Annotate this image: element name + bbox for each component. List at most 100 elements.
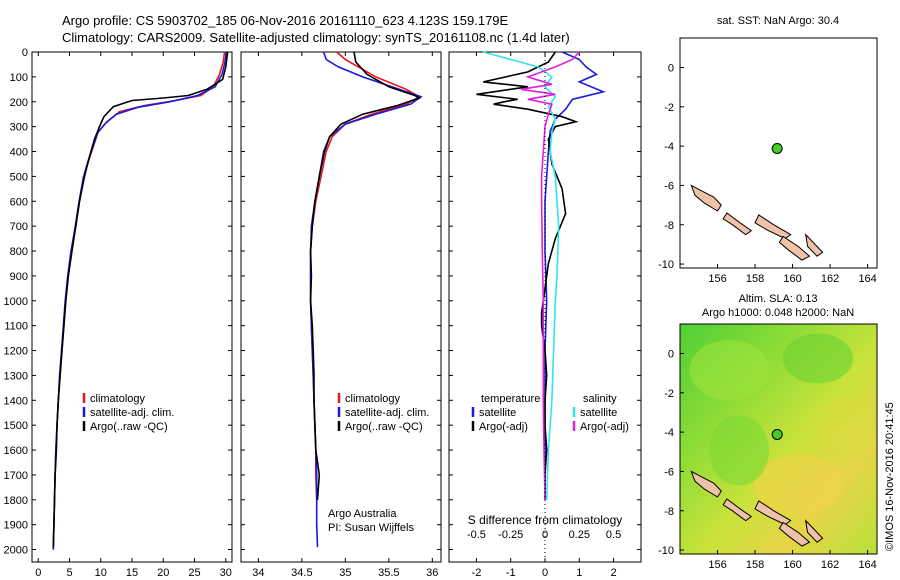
y-tick-label: 1900 — [4, 520, 28, 532]
x-tick-label: 36 — [426, 567, 438, 579]
legend-entry: Argo(..raw -QC) — [90, 421, 168, 433]
x-tick-label: 34.5 — [291, 567, 312, 579]
sla-blob — [689, 340, 770, 400]
island — [778, 521, 811, 547]
sla-blob — [817, 397, 878, 458]
profile-panel-difference: -2-1012T difference from climatology-0.5… — [448, 51, 642, 580]
s-tick-label: 0.25 — [569, 529, 590, 541]
x-tick-label: 0 — [35, 567, 41, 579]
s-axis-label: S difference from climatology — [468, 513, 623, 527]
x-tick-label: 10 — [95, 567, 107, 579]
x-tick-label: 158 — [746, 273, 764, 285]
profile-panel-temperature: 0100200300400500600700800900100011001200… — [4, 47, 233, 580]
y-tick-label: 1800 — [4, 495, 28, 507]
y-tick-label: 1700 — [4, 470, 28, 482]
island — [722, 498, 753, 522]
map-subtitle: Argo h1000: 0.048 h2000: NaN — [702, 307, 854, 319]
x-tick-label: 0 — [542, 567, 548, 579]
x-tick-label: 1 — [576, 567, 582, 579]
x-tick-label: 35 — [339, 567, 351, 579]
y-tick-label: 0 — [22, 47, 28, 59]
y-tick-label: 700 — [10, 221, 28, 233]
y-tick-label: -6 — [664, 180, 674, 192]
island — [690, 184, 722, 212]
y-tick-label: 2000 — [4, 545, 28, 557]
plot-title-line-2: Climatology: CARS2009. Satellite-adjuste… — [62, 30, 570, 45]
x-tick-label: 2 — [611, 567, 617, 579]
legend-entry: satellite — [580, 407, 617, 419]
x-tick-label: 35.5 — [378, 567, 399, 579]
y-tick-label: 1500 — [4, 420, 28, 432]
y-tick-label: 0 — [668, 348, 674, 360]
legend-entry: satellite — [479, 407, 516, 419]
y-tick-label: -8 — [664, 220, 674, 232]
y-tick-label: 900 — [10, 271, 28, 283]
legend-entry: Argo(-adj) — [580, 421, 629, 433]
y-tick-label: -2 — [664, 388, 674, 400]
x-tick-label: 30 — [220, 567, 232, 579]
map-map_sla: 156 158 160 162 164 0 -2 -4 -6 -8 -10 Altim. SLA: 0… — [658, 293, 878, 571]
y-tick-label: 1600 — [4, 445, 28, 457]
x-tick-label: 5 — [66, 567, 72, 579]
map-frame — [679, 37, 878, 269]
s-tick-label: 0 — [542, 529, 548, 541]
y-tick-label: 300 — [10, 122, 28, 134]
x-tick-label: 164 — [858, 559, 876, 571]
sla-blob — [709, 415, 770, 486]
legend-entry: Argo(-adj) — [479, 421, 528, 433]
island — [804, 519, 824, 543]
y-tick-label: 200 — [10, 97, 28, 109]
x-tick-label: -2 — [472, 567, 482, 579]
x-tick-label: 34 — [252, 567, 264, 579]
plot-title-line-1: Argo profile: CS 5903702_185 06-Nov-2016… — [62, 13, 509, 28]
y-tick-label: 500 — [10, 171, 28, 183]
series-line-argo — [309, 51, 422, 500]
y-tick-label: -10 — [658, 545, 674, 557]
panel-annotation: PI: Susan Wijffels — [328, 522, 414, 534]
legend-entry: climatology — [345, 393, 401, 405]
island — [778, 235, 811, 261]
y-tick-label: 1400 — [4, 395, 28, 407]
x-tick-label: 25 — [188, 567, 200, 579]
y-tick-label: 0 — [668, 62, 674, 74]
map-title: sat. SST: NaN Argo: 30.4 — [717, 15, 839, 27]
x-tick-label: 160 — [783, 273, 801, 285]
map-map_sst: 156 158 160 162 164 0 -2 -4 -6 -8 -10 sat. SST: NaN… — [658, 15, 878, 285]
y-tick-label: 400 — [10, 147, 28, 159]
panel-annotation: Argo Australia — [328, 508, 397, 520]
sla-blob — [753, 455, 844, 515]
y-tick-label: 600 — [10, 196, 28, 208]
y-tick-label: -10 — [658, 259, 674, 271]
island — [722, 212, 753, 236]
y-tick-label: 100 — [10, 72, 28, 84]
panel-frame — [240, 51, 442, 563]
x-tick-label: 156 — [708, 273, 726, 285]
series-line-s_argo — [520, 51, 580, 500]
argo-float-marker — [771, 428, 783, 440]
x-tick-label: 15 — [126, 567, 138, 579]
legend-entry: satellite-adj. clim. — [90, 407, 174, 419]
map-frame — [679, 323, 878, 555]
island — [804, 233, 824, 257]
legend-entry: satellite-adj. clim. — [345, 407, 429, 419]
x-tick-label: 160 — [783, 559, 801, 571]
y-tick-label: -6 — [664, 466, 674, 478]
x-tick-label: 158 — [746, 559, 764, 571]
y-tick-label: -4 — [664, 141, 674, 153]
y-tick-label: -2 — [664, 102, 674, 114]
map-title: Altim. SLA: 0.13 — [739, 293, 818, 305]
x-tick-label: 20 — [157, 567, 169, 579]
legend-title: temperature — [481, 393, 540, 405]
island — [690, 470, 722, 498]
y-tick-label: -4 — [664, 427, 674, 439]
s-tick-label: -0.5 — [467, 529, 486, 541]
x-tick-label: 156 — [708, 559, 726, 571]
y-tick-label: 1300 — [4, 370, 28, 382]
y-tick-label: 800 — [10, 246, 28, 258]
legend-entry: Argo(..raw -QC) — [345, 421, 423, 433]
series-line-s_satellite — [483, 51, 560, 500]
y-tick-label: 1100 — [4, 321, 28, 333]
y-tick-label: 1200 — [4, 346, 28, 358]
profile-panel-salinity: 3434.53535.536salinityclimatologysatelli… — [240, 51, 442, 580]
